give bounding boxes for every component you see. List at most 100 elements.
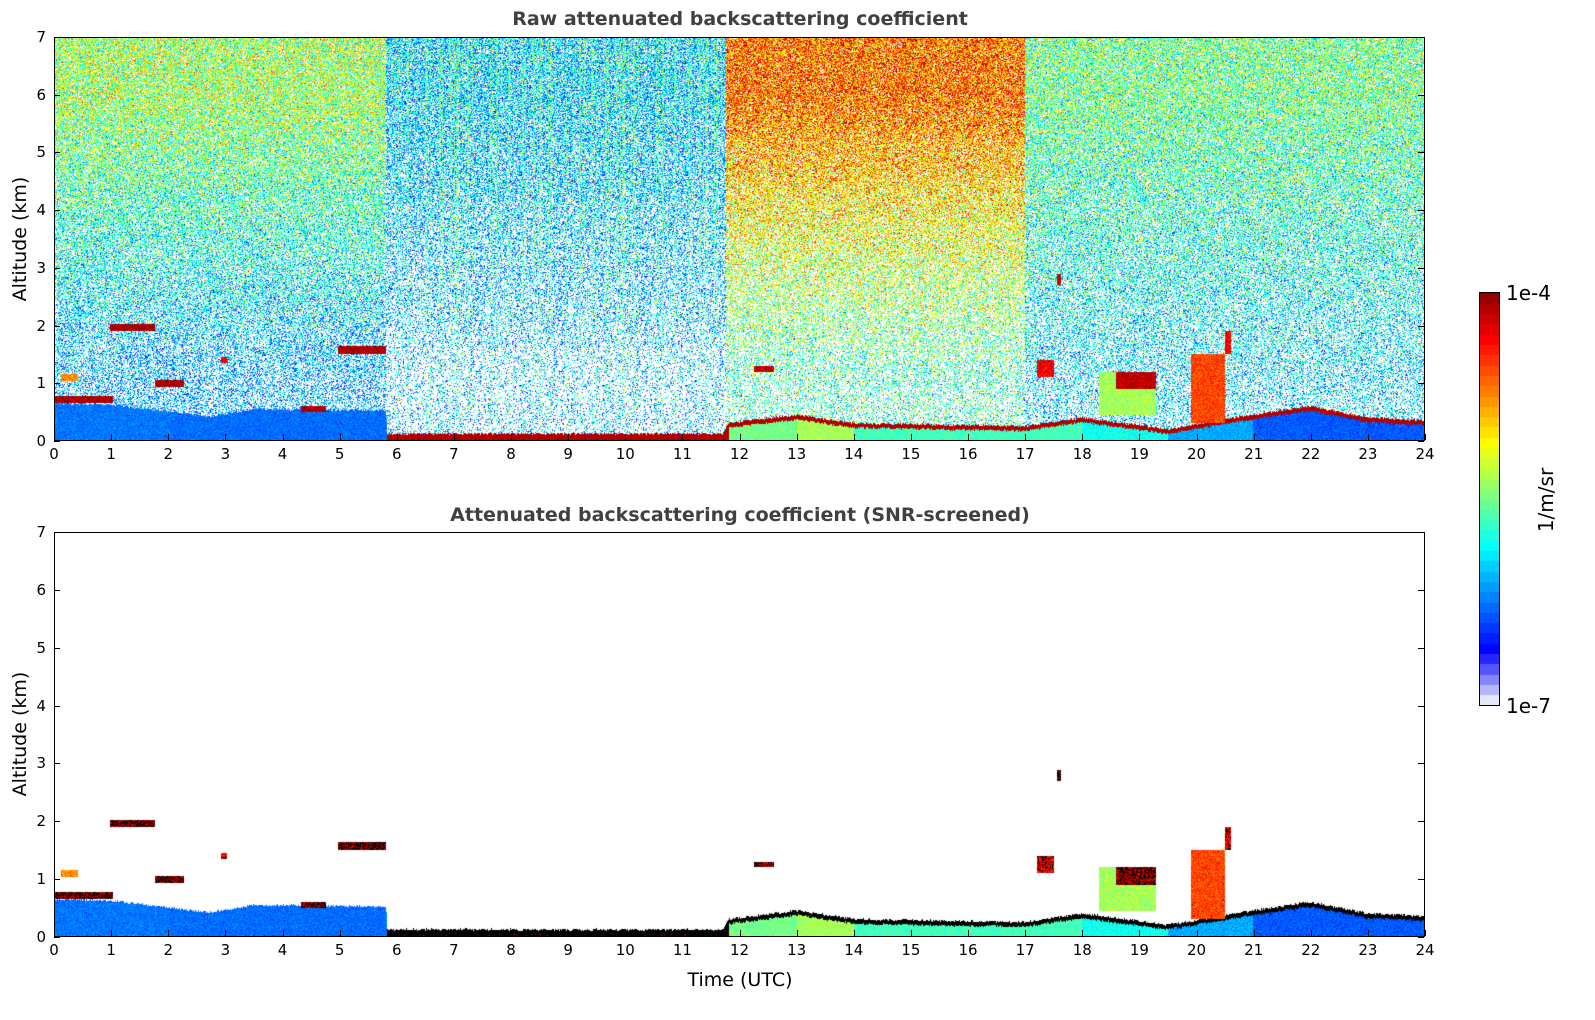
y-tick-label: 1: [36, 374, 46, 393]
x-tick-mark: [625, 434, 627, 440]
y-tick-mark: [1418, 37, 1424, 38]
x-tick-label: 5: [334, 445, 345, 463]
x-axis-label: Time (UTC): [687, 969, 793, 991]
y-tick-label: 5: [36, 143, 46, 162]
x-tick-label: 1: [106, 941, 116, 959]
y-tick-mark: [54, 589, 60, 591]
y-tick-mark: [54, 441, 60, 442]
x-tick-mark: [396, 930, 398, 936]
x-tick-mark: [453, 930, 455, 936]
x-tick-label: 12: [729, 445, 750, 463]
x-tick-label: 9: [563, 445, 573, 463]
x-tick-mark: [511, 930, 512, 936]
x-tick-label: 6: [391, 445, 402, 463]
y-tick-mark: [1418, 267, 1424, 269]
x-tick-label: 7: [449, 445, 459, 463]
x-tick-label: 23: [1358, 941, 1378, 959]
x-tick-mark: [1139, 930, 1141, 936]
y-tick-mark: [54, 821, 60, 823]
x-tick-label: 3: [220, 445, 231, 463]
y-tick-mark: [1418, 532, 1424, 533]
x-tick-label: 9: [563, 941, 573, 959]
x-tick-mark: [796, 930, 798, 936]
x-tick-mark: [853, 434, 855, 440]
x-tick-label: 16: [958, 941, 978, 959]
x-tick-mark: [1367, 434, 1369, 440]
x-tick-label: 13: [787, 445, 807, 463]
x-tick-label: 13: [787, 941, 807, 959]
y-tick-label: 6: [36, 580, 46, 599]
bottom-y-axis-label: Altitude (km): [9, 671, 31, 797]
colorbar-unit-label: 1/m/sr: [1534, 467, 1558, 533]
y-tick-label: 0: [36, 432, 46, 450]
x-tick-mark: [1196, 434, 1198, 440]
y-tick-mark: [1418, 94, 1424, 96]
x-tick-mark: [1139, 434, 1141, 440]
x-tick-mark: [968, 930, 969, 936]
x-tick-label: 4: [277, 941, 288, 959]
x-tick-mark: [111, 930, 113, 936]
x-tick-mark: [225, 434, 227, 440]
x-tick-mark: [511, 434, 512, 440]
x-tick-label: 7: [449, 941, 459, 959]
bottom-chart-title: Attenuated backscattering coefficient (S…: [450, 504, 1030, 526]
x-tick-mark: [54, 434, 55, 440]
x-tick-mark: [682, 930, 684, 936]
x-tick-mark: [111, 434, 113, 440]
y-tick-label: 2: [36, 812, 46, 831]
y-tick-label: 2: [36, 316, 46, 335]
y-tick-label: 4: [36, 201, 46, 220]
x-tick-mark: [968, 434, 969, 440]
x-tick-label: 14: [844, 445, 864, 463]
y-tick-mark: [54, 210, 60, 212]
y-tick-mark: [1418, 647, 1424, 649]
y-tick-mark: [54, 383, 60, 385]
x-tick-label: 18: [1072, 941, 1092, 959]
top-chart-title: Raw attenuated backscattering coefficien…: [512, 8, 968, 30]
x-tick-label: 6: [391, 941, 402, 959]
y-tick-label: 3: [36, 258, 46, 277]
x-tick-mark: [568, 930, 570, 936]
x-tick-mark: [1367, 930, 1369, 936]
raw-heatmap: [55, 38, 1424, 440]
y-tick-mark: [1418, 763, 1424, 765]
y-tick-mark: [54, 267, 60, 269]
y-tick-label: 3: [36, 754, 46, 773]
raw-backscatter-plot: [54, 37, 1425, 441]
y-tick-mark: [54, 152, 60, 154]
x-tick-label: 10: [615, 445, 635, 463]
x-tick-label: 19: [1129, 445, 1149, 463]
x-tick-label: 0: [49, 941, 59, 959]
x-tick-label: 21: [1244, 941, 1264, 959]
x-tick-label: 17: [1015, 445, 1035, 463]
x-tick-mark: [1425, 930, 1426, 936]
colorbar: [1479, 292, 1500, 706]
x-tick-mark: [739, 434, 741, 440]
y-tick-mark: [54, 763, 60, 765]
y-tick-mark: [1418, 325, 1424, 327]
y-tick-label: 0: [36, 928, 46, 946]
x-tick-mark: [396, 434, 398, 440]
x-tick-label: 12: [729, 941, 750, 959]
x-tick-mark: [910, 434, 912, 440]
x-tick-mark: [682, 434, 684, 440]
x-tick-label: 21: [1244, 445, 1264, 463]
x-tick-label: 2: [163, 445, 174, 463]
x-tick-mark: [168, 434, 170, 440]
x-tick-label: 11: [672, 445, 692, 463]
x-tick-mark: [282, 930, 284, 936]
x-tick-label: 3: [220, 941, 231, 959]
x-tick-mark: [282, 434, 284, 440]
screened-backscatter-plot: [54, 532, 1425, 937]
x-tick-label: 19: [1129, 941, 1149, 959]
x-tick-label: 16: [958, 445, 978, 463]
x-tick-mark: [339, 434, 341, 440]
colorbar-max-label: 1e-4: [1506, 281, 1551, 305]
x-tick-mark: [853, 930, 855, 936]
y-tick-label: 7: [36, 523, 46, 541]
colorbar-gradient: [1480, 293, 1499, 705]
x-tick-mark: [1082, 434, 1084, 440]
x-tick-label: 24: [1415, 941, 1435, 959]
y-tick-label: 1: [36, 870, 46, 889]
x-tick-label: 4: [277, 445, 288, 463]
